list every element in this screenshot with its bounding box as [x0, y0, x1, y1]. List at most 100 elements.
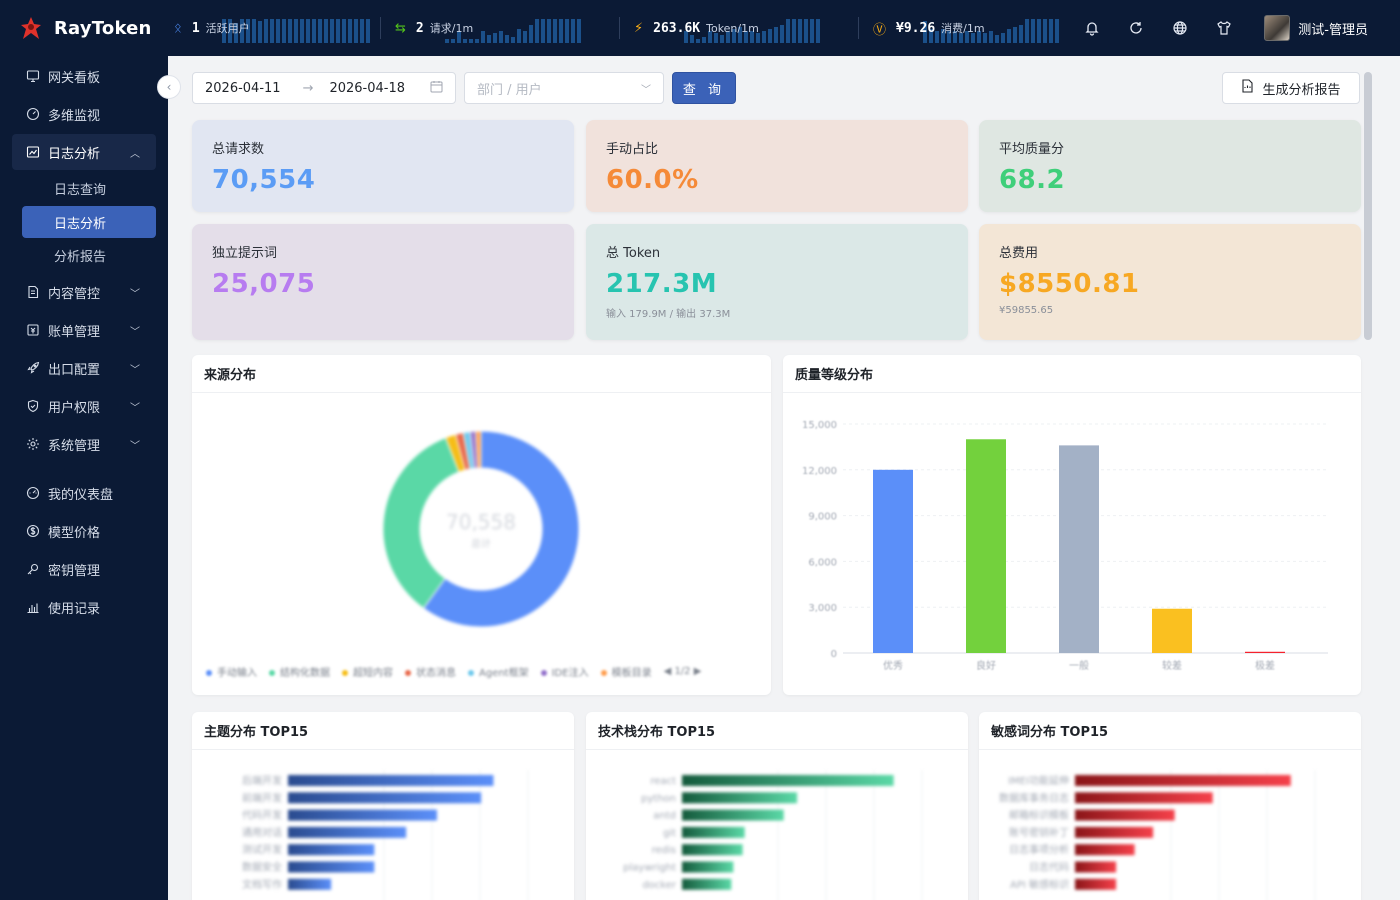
- sparkline-bar: [354, 19, 358, 43]
- scrollbar[interactable]: [1364, 72, 1372, 340]
- y-category-label: playwright: [623, 863, 676, 874]
- sidebar-item-model-pricing[interactable]: 模型价格: [12, 513, 156, 549]
- sparkline-bar: [258, 21, 262, 43]
- y-category-label: git: [663, 828, 676, 839]
- sidebar-item-billing[interactable]: 账单管理 ﹀: [12, 312, 156, 348]
- dashboard-icon: [26, 486, 40, 500]
- sidebar-item-gateway-board[interactable]: 网关看板: [12, 58, 156, 94]
- legend-pager[interactable]: ◀ 1/2 ▶: [663, 666, 702, 677]
- sidebar-item-log-analysis[interactable]: 日志分析 ︿: [12, 134, 156, 170]
- kpi-sub: ¥59855.65: [999, 305, 1054, 316]
- quality-bar: [873, 469, 913, 653]
- brand[interactable]: RayToken: [0, 15, 168, 41]
- sparkline-bar: [288, 19, 292, 43]
- end-date[interactable]: 2026-04-18: [329, 80, 406, 96]
- live-metric[interactable]: ⚡ 263.6K Token/1m: [630, 0, 848, 56]
- sidebar-item-label: 我的仪表盘: [48, 487, 114, 503]
- quality-bar: [1245, 651, 1285, 653]
- y-tick-label: 0: [831, 649, 837, 660]
- dept-user-select[interactable]: 部门 / 用户 ﹀: [464, 72, 664, 104]
- legend-item[interactable]: Agent框架: [468, 664, 529, 679]
- shirt-icon[interactable]: [1202, 0, 1246, 56]
- sparkline-bar: [983, 33, 987, 43]
- legend-dot: [342, 670, 348, 676]
- sidebar-item-usage-records[interactable]: 使用记录: [12, 589, 156, 625]
- y-category-label: 邮箱标识模板: [1009, 809, 1069, 822]
- legend-item[interactable]: 超短内容: [342, 664, 393, 679]
- y-tick-label: 12,000: [802, 466, 837, 477]
- sidebar-item-my-dashboard[interactable]: 我的仪表盘: [12, 475, 156, 511]
- legend-item[interactable]: IDE注入: [540, 664, 589, 679]
- shield-icon: [26, 399, 40, 413]
- sidebar-item-user-permission[interactable]: 用户权限 ﹀: [12, 388, 156, 424]
- sparkline-bar: [1013, 27, 1017, 43]
- sparkline-bar: [977, 31, 981, 43]
- sidebar: 网关看板 多维监视 日志分析 ︿ 日志查询 日志分析 分析报告 内容管控 ﹀ 账…: [0, 56, 168, 900]
- sparkline-bar: [240, 19, 244, 43]
- sparkline-bar: [684, 31, 688, 43]
- sidebar-item-system-settings[interactable]: 系统管理 ﹀: [12, 426, 156, 462]
- metric-sparkline: [445, 15, 581, 43]
- dept-select-placeholder: 部门 / 用户: [477, 82, 542, 98]
- kpi-value: 60.0%: [606, 165, 699, 195]
- monitor-icon: [26, 69, 40, 83]
- legend-item[interactable]: 模板目录: [600, 664, 652, 679]
- file-report-icon: [1241, 79, 1254, 97]
- bolt-icon: ⚡: [634, 20, 644, 36]
- hbar: [288, 844, 375, 856]
- user-menu[interactable]: 测试-管理员: [1264, 15, 1368, 41]
- sidebar-subitem-log-analysis[interactable]: 日志分析: [22, 206, 156, 238]
- sidebar-item-label: 出口配置: [48, 362, 101, 378]
- sidebar-item-multi-monitor[interactable]: 多维监视: [12, 96, 156, 132]
- calendar-icon: [430, 80, 443, 97]
- sparkline-bar: [935, 31, 939, 43]
- hbar: [682, 826, 745, 838]
- legend-dot: [468, 670, 474, 676]
- legend-item[interactable]: 结构化数据: [269, 664, 330, 679]
- y-category-label: redis: [652, 845, 676, 856]
- sidebar-item-label: 使用记录: [48, 601, 101, 617]
- hbar: [1075, 826, 1154, 838]
- sidebar-item-key-management[interactable]: 密钥管理: [12, 551, 156, 587]
- live-metric[interactable]: Ⓥ ¥9.26 消费/1m: [869, 0, 1087, 56]
- sparkline-bar: [529, 25, 533, 43]
- x-tick-label: 较差: [1162, 659, 1182, 672]
- kpi-value: 217.3M: [606, 269, 718, 299]
- brand-logo-icon: [21, 17, 41, 39]
- sidebar-item-label: 内容管控: [48, 286, 101, 302]
- start-date[interactable]: 2026-04-11: [205, 80, 281, 96]
- users-icon: ᛟ: [174, 20, 182, 36]
- sparkline-bar: [768, 29, 772, 43]
- sidebar-subitem-log-query[interactable]: 日志查询: [22, 172, 156, 204]
- sidebar-item-egress-config[interactable]: 出口配置 ﹀: [12, 350, 156, 386]
- sidebar-collapse-button[interactable]: ‹: [157, 75, 181, 99]
- sparkline-bar: [959, 33, 963, 43]
- date-range-picker[interactable]: 2026-04-11 → 2026-04-18: [192, 72, 456, 104]
- sparkline-bar: [360, 19, 364, 43]
- sparkline-bar: [1049, 19, 1053, 43]
- quality-bar: [966, 439, 1006, 653]
- sparkline-bar: [744, 31, 748, 43]
- metric-value: 2: [415, 20, 424, 36]
- kpi-label: 平均质量分: [999, 142, 1065, 157]
- sidebar-item-content-control[interactable]: 内容管控 ﹀: [12, 274, 156, 310]
- bell-icon[interactable]: [1070, 0, 1114, 56]
- chevron-down-icon: ﹀: [641, 84, 651, 96]
- coin-icon: Ⓥ: [873, 22, 887, 38]
- user-name: 测试-管理员: [1298, 22, 1368, 38]
- sparkline-bar: [324, 19, 328, 43]
- sparkline-bar: [947, 31, 951, 43]
- generate-report-button[interactable]: 生成分析报告: [1222, 72, 1360, 104]
- y-category-label: 前端开发: [242, 791, 282, 804]
- sparkline-bar: [953, 31, 957, 43]
- sidebar-subitem-analysis-report[interactable]: 分析报告: [22, 239, 156, 271]
- refresh-icon[interactable]: [1114, 0, 1158, 56]
- legend-item[interactable]: 手动输入: [206, 664, 257, 679]
- legend-item[interactable]: 状态消息: [405, 664, 456, 679]
- live-metric[interactable]: ⇆ 2 请求/1m: [391, 0, 609, 56]
- query-button[interactable]: 查 询: [672, 72, 736, 104]
- chevron-down-icon: ﹀: [130, 402, 140, 414]
- live-metric[interactable]: ᛟ 1 活跃用户: [170, 0, 370, 56]
- y-tick-label: 6,000: [808, 557, 837, 568]
- globe-icon[interactable]: [1158, 0, 1202, 56]
